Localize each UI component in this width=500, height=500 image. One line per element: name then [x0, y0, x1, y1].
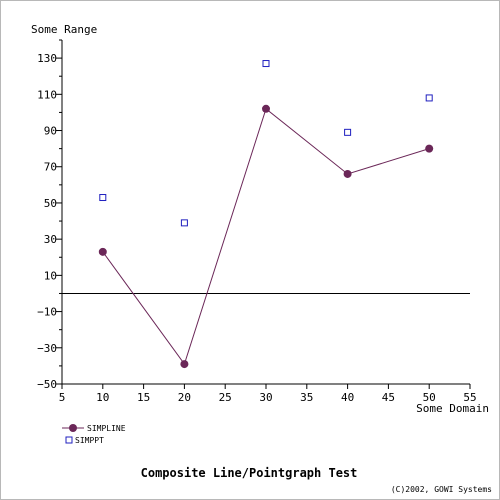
y-tick-label: 110 — [37, 88, 57, 101]
point-simpline — [98, 247, 107, 256]
y-tick-label: −30 — [37, 342, 57, 355]
point-simppt — [99, 194, 107, 202]
legend-label: SIMPPT — [75, 436, 104, 445]
y-tick-label: 70 — [44, 161, 57, 174]
point-simpline — [180, 360, 189, 369]
point-simppt — [262, 60, 270, 68]
legend-marker — [69, 424, 77, 432]
chart-title: Composite Line/Pointgraph Test — [141, 466, 358, 480]
x-tick-label: 40 — [341, 391, 354, 404]
x-tick-label: 45 — [382, 391, 395, 404]
point-simppt — [180, 219, 188, 227]
y-tick-label: 130 — [37, 52, 57, 65]
copyright-note: (C)2002, GOWI Systems — [391, 485, 492, 494]
y-tick-label: 10 — [44, 269, 57, 282]
x-tick-label: 50 — [423, 391, 436, 404]
y-tick-label: −50 — [37, 378, 57, 391]
point-simpline — [262, 104, 270, 113]
x-tick-label: 5 — [59, 391, 66, 404]
x-tick-label: 10 — [96, 391, 109, 404]
x-axis-title: Some Domain — [416, 402, 489, 415]
point-simppt — [344, 128, 352, 136]
legend: SIMPLINE SIMPPT — [62, 424, 126, 445]
y-tick-label: 50 — [44, 197, 57, 210]
y-axis-title: Some Range — [31, 23, 97, 36]
point-simppt — [425, 94, 433, 102]
point-simpline — [425, 144, 434, 153]
x-tick-label: 15 — [137, 391, 150, 404]
y-tick-label: 30 — [44, 233, 57, 246]
x-tick-label: 55 — [463, 391, 476, 404]
legend-label: SIMPLINE — [87, 424, 126, 433]
x-tick-label: 20 — [178, 391, 191, 404]
legend-marker — [65, 436, 73, 444]
x-tick-label: 35 — [300, 391, 313, 404]
point-simpline — [343, 169, 352, 178]
y-tick-label: −10 — [37, 306, 57, 319]
y-tick-label: 90 — [44, 125, 57, 138]
x-tick-label: 25 — [219, 391, 232, 404]
plot-area: −50 −30 −10 10 30 50 70 90 110 130 5 10 15 20 25 30 35 40… — [37, 39, 477, 404]
series-line-simpline — [102, 107, 430, 366]
x-tick-label: 30 — [259, 391, 272, 404]
